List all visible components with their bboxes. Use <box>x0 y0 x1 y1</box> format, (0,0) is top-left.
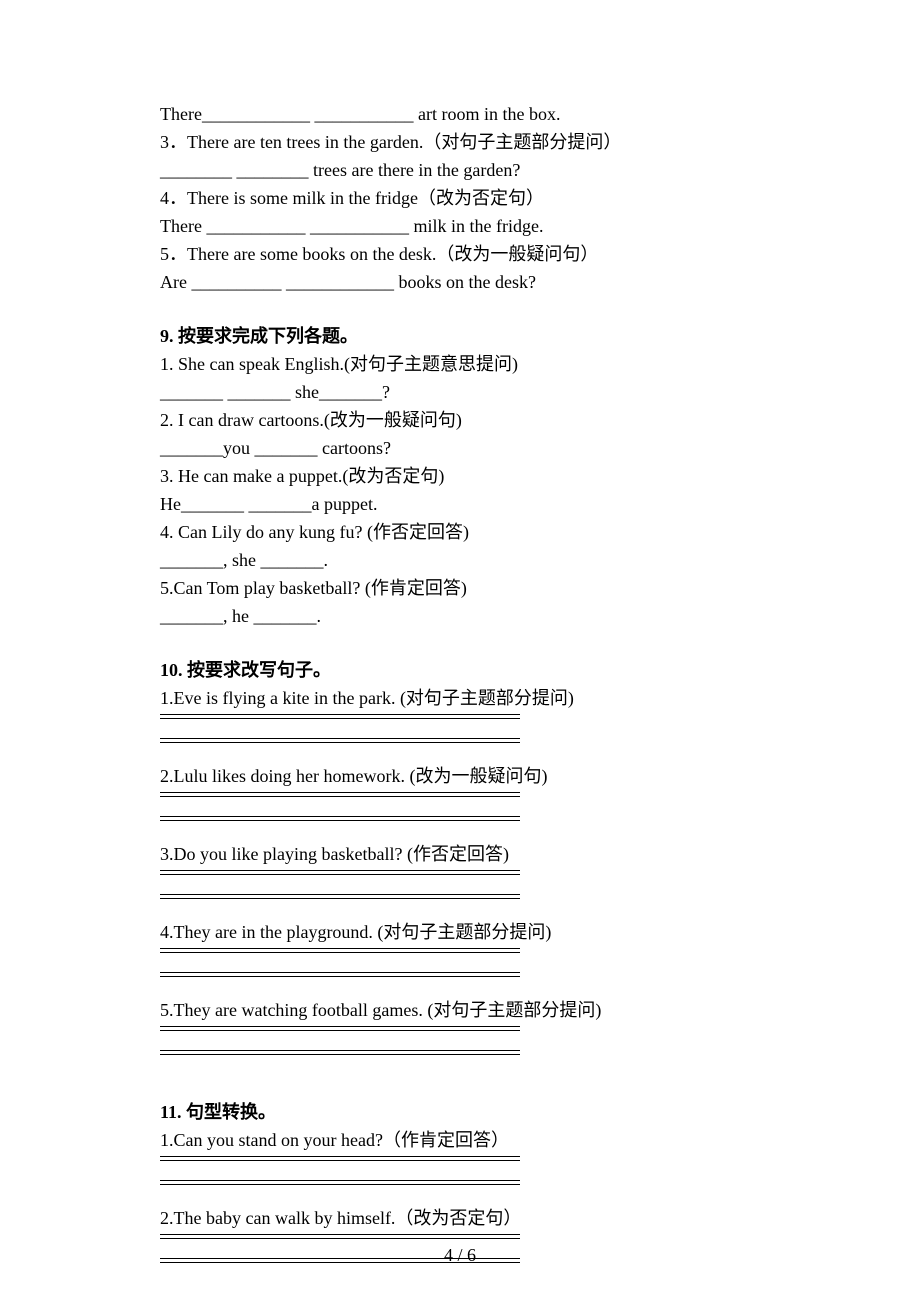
page-number: 4 / 6 <box>0 1245 920 1266</box>
text-line: 5.Can Tom play basketball? (作肯定回答) <box>160 574 760 602</box>
q9-heading: 9. 按要求完成下列各题。 <box>160 322 760 350</box>
text-line: 2.Lulu likes doing her homework. (改为一般疑问… <box>160 762 760 790</box>
text-line: 4.They are in the playground. (对句子主题部分提问… <box>160 918 760 946</box>
text-line: 2.The baby can walk by himself.（改为否定句） <box>160 1204 760 1232</box>
text-line: 4．There is some milk in the fridge（改为否定句… <box>160 184 760 212</box>
text-line: _______you _______ cartoons? <box>160 434 760 462</box>
text-line: 5．There are some books on the desk.（改为一般… <box>160 240 760 268</box>
text-line: ________ ________ trees are there in the… <box>160 156 760 184</box>
answer-rule <box>160 1180 760 1202</box>
q11-heading: 11. 句型转换。 <box>160 1098 760 1126</box>
text-line: _______, she _______. <box>160 546 760 574</box>
text-line: 1.Can you stand on your head?（作肯定回答） <box>160 1126 760 1154</box>
continuation-block: There____________ ___________ art room i… <box>160 100 760 296</box>
q10-heading: 10. 按要求改写句子。 <box>160 656 760 684</box>
text-line: 1. She can speak English.(对句子主题意思提问) <box>160 350 760 378</box>
text-line: 1.Eve is flying a kite in the park. (对句子… <box>160 684 760 712</box>
page: There____________ ___________ art room i… <box>0 0 920 1302</box>
text-line: Are __________ ____________ books on the… <box>160 268 760 296</box>
answer-rule <box>160 1026 760 1048</box>
text-line: There____________ ___________ art room i… <box>160 100 760 128</box>
answer-rule <box>160 1050 760 1072</box>
text-line: 3. He can make a puppet.(改为否定句) <box>160 462 760 490</box>
text-line: _______, he _______. <box>160 602 760 630</box>
answer-rule <box>160 1156 760 1178</box>
text-line: 3.Do you like playing basketball? (作否定回答… <box>160 840 760 868</box>
answer-rule <box>160 870 760 892</box>
answer-rule <box>160 714 760 736</box>
text-line: There ___________ ___________ milk in th… <box>160 212 760 240</box>
answer-rule <box>160 816 760 838</box>
q9-block: 1. She can speak English.(对句子主题意思提问) ___… <box>160 350 760 630</box>
text-line: 4. Can Lily do any kung fu? (作否定回答) <box>160 518 760 546</box>
text-line: _______ _______ she_______? <box>160 378 760 406</box>
answer-rule <box>160 792 760 814</box>
text-line: 3．There are ten trees in the garden.（对句子… <box>160 128 760 156</box>
text-line: 2. I can draw cartoons.(改为一般疑问句) <box>160 406 760 434</box>
answer-rule <box>160 894 760 916</box>
answer-rule <box>160 948 760 970</box>
text-line: 5.They are watching football games. (对句子… <box>160 996 760 1024</box>
answer-rule <box>160 738 760 760</box>
answer-rule <box>160 972 760 994</box>
text-line: He_______ _______a puppet. <box>160 490 760 518</box>
q10-block: 1.Eve is flying a kite in the park. (对句子… <box>160 684 760 1072</box>
